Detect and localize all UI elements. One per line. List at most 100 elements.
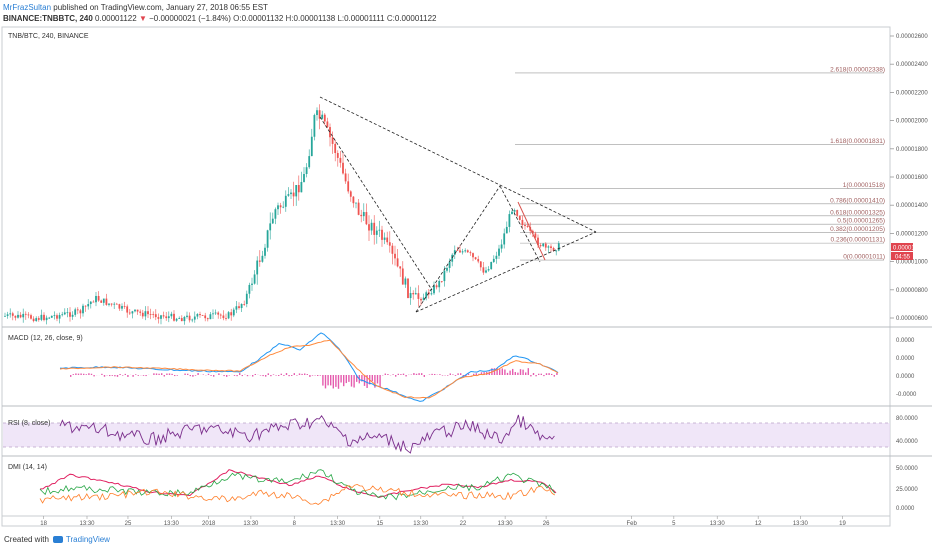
candle-body xyxy=(550,246,552,248)
candle-body xyxy=(557,243,560,251)
high-value: 0.00001138 xyxy=(293,14,336,23)
candle-body xyxy=(214,312,217,314)
candle-body xyxy=(264,247,266,256)
candle-body xyxy=(383,237,386,240)
candle-body xyxy=(191,319,194,321)
macd-hist-bar xyxy=(530,375,532,377)
dmi-pane-title: DMI (14, 14) xyxy=(8,464,47,471)
candle-body xyxy=(84,305,87,307)
candle-body xyxy=(433,285,435,294)
macd-hist-bar xyxy=(374,375,376,388)
candle-body xyxy=(459,250,461,253)
candle-body xyxy=(295,185,298,197)
candle-body xyxy=(544,243,547,248)
created-with-text: Created with xyxy=(4,535,49,544)
macd-hist-bar xyxy=(252,375,254,377)
time-label-1: 13:30 xyxy=(79,521,95,527)
candle-body xyxy=(110,303,113,305)
time-label-11: 13:30 xyxy=(498,521,514,527)
dashed-trendline xyxy=(415,185,501,313)
candle-body xyxy=(303,174,305,182)
candle-body xyxy=(516,210,519,216)
candle-body xyxy=(331,137,334,144)
macd-hist-bar xyxy=(337,375,340,389)
macd-hist-bar xyxy=(254,373,256,375)
candle-body xyxy=(266,230,269,248)
close-label: C: xyxy=(386,14,395,23)
time-label-18: 19 xyxy=(839,521,846,527)
fib-label: 1.618(0.00001831) xyxy=(830,138,885,145)
price-tick-7: 0.00001200 xyxy=(896,231,928,237)
chart-canvas[interactable]: TNB/BTC, 240, BINANCE 0.00002600 0.000024… xyxy=(0,26,932,532)
fib-label: 0(0.00001011) xyxy=(843,254,885,261)
time-label-3: 13:30 xyxy=(164,521,180,527)
tradingview-brand[interactable]: TradingView xyxy=(65,535,110,544)
macd-hist-bar xyxy=(413,373,415,375)
candle-body xyxy=(336,153,339,158)
candle-body xyxy=(443,270,446,282)
macd-hist-bar xyxy=(462,375,464,377)
plus-di-line xyxy=(39,469,556,501)
published-text: published on TradingView.com, January 27… xyxy=(53,3,268,12)
macd-hist-bar xyxy=(340,375,342,383)
macd-hist-bar xyxy=(187,373,189,375)
macd-hist-bar xyxy=(366,375,368,388)
countdown-tag-box xyxy=(891,252,913,260)
macd-pane: MACD (12, 26, close, 9) 0.0000 0.0000 0.… xyxy=(8,332,917,402)
candle-body xyxy=(373,222,376,235)
macd-hist-bar xyxy=(111,375,113,376)
candle-body xyxy=(235,306,238,310)
macd-hist-bar xyxy=(163,375,165,377)
candle-body xyxy=(123,306,126,307)
macd-hist-bar xyxy=(532,373,535,375)
candle-body xyxy=(305,167,308,175)
candle-body xyxy=(495,255,498,259)
price-tick-4: 0.00001800 xyxy=(896,147,928,153)
macd-hist-bar xyxy=(441,375,444,376)
macd-hist-bar xyxy=(135,374,137,375)
candle-body xyxy=(160,315,162,319)
candle-body xyxy=(466,250,469,253)
macd-hist-bar xyxy=(158,373,160,375)
candle-body xyxy=(82,305,84,314)
macd-hist-bar xyxy=(119,373,121,375)
candle-body xyxy=(154,314,157,318)
open-value: 0.00001132 xyxy=(241,14,284,23)
macd-hist-bar xyxy=(538,373,540,375)
macd-hist-bar xyxy=(103,375,106,377)
candle-body xyxy=(71,314,74,317)
candle-body xyxy=(482,267,485,273)
macd-hist-bar xyxy=(423,375,425,377)
candle-body xyxy=(95,295,97,303)
macd-hist-bar xyxy=(332,375,334,389)
macd-hist-bar xyxy=(504,369,506,375)
candlestick-series xyxy=(4,104,560,325)
macd-hist-bar xyxy=(353,375,355,388)
macd-hist-bar xyxy=(428,374,431,375)
author-link[interactable]: MrFrazSultan xyxy=(3,3,52,12)
price-tick-9: 0.00000800 xyxy=(896,288,928,294)
macd-hist-bar xyxy=(551,373,553,375)
macd-hist-bar xyxy=(77,373,80,375)
candle-body xyxy=(206,318,209,320)
candle-body xyxy=(167,316,170,319)
macd-hist-bar xyxy=(122,375,124,376)
fib-extension-levels: 2.618(0.00002338) 1.618(0.00001831) 1(0.00… xyxy=(515,66,885,261)
candle-body xyxy=(349,191,352,197)
low-label: L: xyxy=(337,14,345,23)
candle-body xyxy=(552,247,555,251)
candle-body xyxy=(277,205,279,210)
macd-hist-bar xyxy=(192,375,194,377)
time-label-9: 13:30 xyxy=(413,521,429,527)
candle-body xyxy=(409,293,412,299)
candle-body xyxy=(505,226,508,234)
macd-hist-bar xyxy=(202,374,204,375)
candle-body xyxy=(274,209,277,219)
candle-body xyxy=(555,250,558,252)
time-label-7: 13:30 xyxy=(330,521,346,527)
candle-body xyxy=(399,266,402,269)
candle-body xyxy=(469,252,472,254)
candle-body xyxy=(17,314,19,318)
candle-body xyxy=(394,253,396,259)
macd-hist-bar xyxy=(348,375,350,382)
